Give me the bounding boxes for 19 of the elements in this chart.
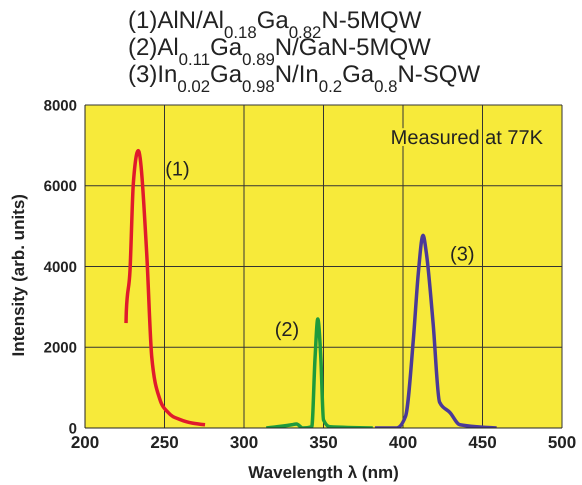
x-axis-title: Wavelength λ (nm) <box>248 463 399 482</box>
y-tick-label: 6000 <box>44 178 77 196</box>
x-tick-label: 400 <box>388 433 418 452</box>
y-tick-label: 8000 <box>44 97 77 114</box>
chart-title: (1)AlN/Al$_{0.18}$Ga$_{0.82}$N-5MQW (2)Al$_{0.11}$Ga$_{0.89}$N/GaN-5MQW (3)In$_{0.02}$Ga$_{0.98}$N/In$_{0.2}$Ga$_{0.8}$N-SQW <box>128 7 480 96</box>
series-label: (1) <box>165 158 190 181</box>
y-tick-label: 4000 <box>44 258 77 276</box>
y-tick-label: 2000 <box>44 340 77 357</box>
x-tick-label: 250 <box>150 433 179 452</box>
x-tick-label: 450 <box>468 433 497 452</box>
x-tick-label: 350 <box>309 433 338 452</box>
x-tick-label: 300 <box>230 433 258 452</box>
series-label: (3) <box>450 244 474 266</box>
line-series <box>264 317 375 428</box>
line-series <box>373 234 498 428</box>
line-series <box>124 148 207 427</box>
x-tick-label: 500 <box>548 433 576 452</box>
series-label: (2) <box>274 319 300 342</box>
y-axis-title: Intensity (arb. units) <box>9 194 28 356</box>
